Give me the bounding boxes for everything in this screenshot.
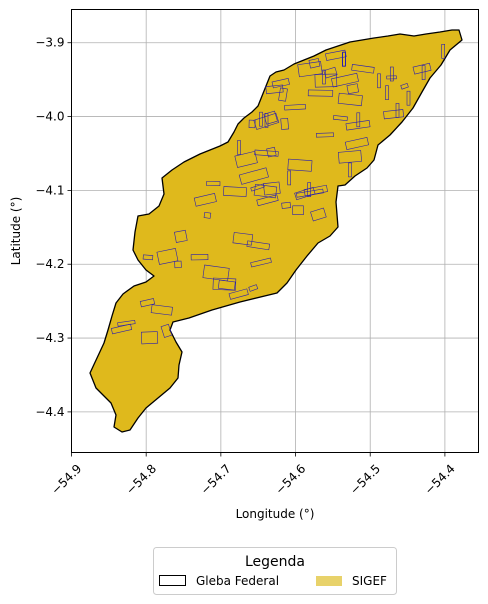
sigef-parcel xyxy=(332,115,348,122)
sigef-parcel xyxy=(256,194,279,207)
y-tick-label: −4.0 xyxy=(35,110,64,124)
sigef-parcel xyxy=(310,207,327,222)
sigef-parcel xyxy=(342,51,347,67)
sigef-parcel xyxy=(150,304,173,316)
sigef-parcel xyxy=(315,132,334,138)
sigef-parcel xyxy=(206,181,221,186)
sigef-parcel xyxy=(344,137,369,150)
sigef-parcel xyxy=(250,257,272,268)
sigef-parcel xyxy=(386,75,397,80)
y-axis: −3.9 −4.0 −4.1 −4.2 −4.3 −4.4 xyxy=(35,36,72,419)
sigef-parcel xyxy=(395,103,400,118)
sigef-parcel xyxy=(337,92,363,107)
sigef-parcel xyxy=(259,111,263,127)
sigef-parcel xyxy=(223,186,247,197)
sigef-parcel xyxy=(287,158,313,172)
sigef-parcel xyxy=(190,254,209,261)
sigef-parcel xyxy=(412,62,432,75)
y-tick-label: −3.9 xyxy=(35,36,64,50)
sigef-parcel xyxy=(385,85,389,100)
sigef-parcel xyxy=(228,288,249,300)
sigef-parcel xyxy=(322,69,326,85)
sigef-parcel xyxy=(303,184,328,197)
legend-entry-sigef: SIGEF xyxy=(352,574,387,588)
sigef-parcel xyxy=(331,72,359,88)
y-tick-label: −4.2 xyxy=(35,257,64,271)
sigef-parcel xyxy=(248,119,256,129)
sigef-parcel xyxy=(253,183,278,199)
sigef-parcel xyxy=(237,140,241,155)
sigef-parcel xyxy=(441,43,446,59)
legend-swatch-sigef xyxy=(316,576,342,586)
sigef-parcel xyxy=(264,113,269,128)
sigef-parcel xyxy=(250,183,265,192)
sigef-parcel xyxy=(263,181,281,196)
sigef-parcels xyxy=(110,43,446,345)
sigef-parcel xyxy=(218,279,236,291)
sigef-parcel xyxy=(212,277,237,291)
y-tick-label: −4.3 xyxy=(35,331,64,345)
sigef-parcel xyxy=(307,182,311,197)
sigef-parcel xyxy=(346,83,359,95)
gleba-federal-polygon xyxy=(89,29,463,433)
y-tick-label: −4.4 xyxy=(35,405,64,419)
sigef-parcel xyxy=(110,323,133,335)
sigef-parcel xyxy=(232,232,254,246)
legend: Legenda Gleba Federal SIGEF xyxy=(153,547,397,595)
sigef-parcel xyxy=(377,73,381,89)
legend-swatch-gleba-federal xyxy=(159,575,186,586)
sigef-parcel xyxy=(383,109,405,120)
sigef-parcel xyxy=(351,64,375,74)
sigef-parcel xyxy=(193,193,217,207)
plot-frame xyxy=(71,9,479,453)
sigef-parcel xyxy=(174,229,188,243)
sigef-parcel xyxy=(140,331,159,345)
sigef-parcel xyxy=(238,167,269,185)
sigef-parcel xyxy=(280,117,289,130)
sigef-parcel xyxy=(307,89,334,97)
sigef-parcel xyxy=(406,90,411,106)
sigef-parcel xyxy=(271,77,290,89)
sigef-parcel xyxy=(297,61,323,78)
sigef-parcel xyxy=(337,150,362,164)
sigef-parcel xyxy=(389,66,394,82)
sigef-parcel xyxy=(421,65,426,80)
y-axis-label: Latitude (°) xyxy=(9,197,23,266)
sigef-parcel xyxy=(203,211,212,219)
sigef-parcel xyxy=(345,120,371,131)
sigef-parcel xyxy=(356,112,361,128)
sigef-parcel xyxy=(287,170,292,186)
y-tick-label: −4.1 xyxy=(35,183,64,197)
legend-entry-gleba-federal: Gleba Federal xyxy=(196,574,279,588)
sigef-parcel xyxy=(174,260,182,269)
sigef-parcel xyxy=(265,84,284,95)
sigef-parcel xyxy=(160,323,173,338)
sigef-parcel xyxy=(248,284,259,292)
sigef-parcel xyxy=(323,66,338,79)
sigef-parcel xyxy=(292,205,304,216)
sigef-parcel xyxy=(156,248,179,265)
sigef-parcel xyxy=(341,52,346,67)
plot-area xyxy=(71,9,479,453)
sigef-parcel xyxy=(308,58,321,69)
sigef-parcel xyxy=(266,146,277,158)
x-axis-label: Longitude (°) xyxy=(236,507,315,521)
sigef-parcel xyxy=(284,104,306,111)
legend-title: Legenda xyxy=(245,554,305,570)
sigef-parcel xyxy=(139,298,156,308)
sigef-parcel xyxy=(142,254,154,261)
sigef-parcel xyxy=(278,87,288,102)
sigef-parcel xyxy=(400,82,409,90)
sigef-parcel xyxy=(246,240,270,251)
sigef-parcel xyxy=(234,150,258,168)
sigef-parcel xyxy=(202,264,230,282)
sigef-parcel xyxy=(348,162,352,178)
sigef-parcel xyxy=(281,201,292,209)
